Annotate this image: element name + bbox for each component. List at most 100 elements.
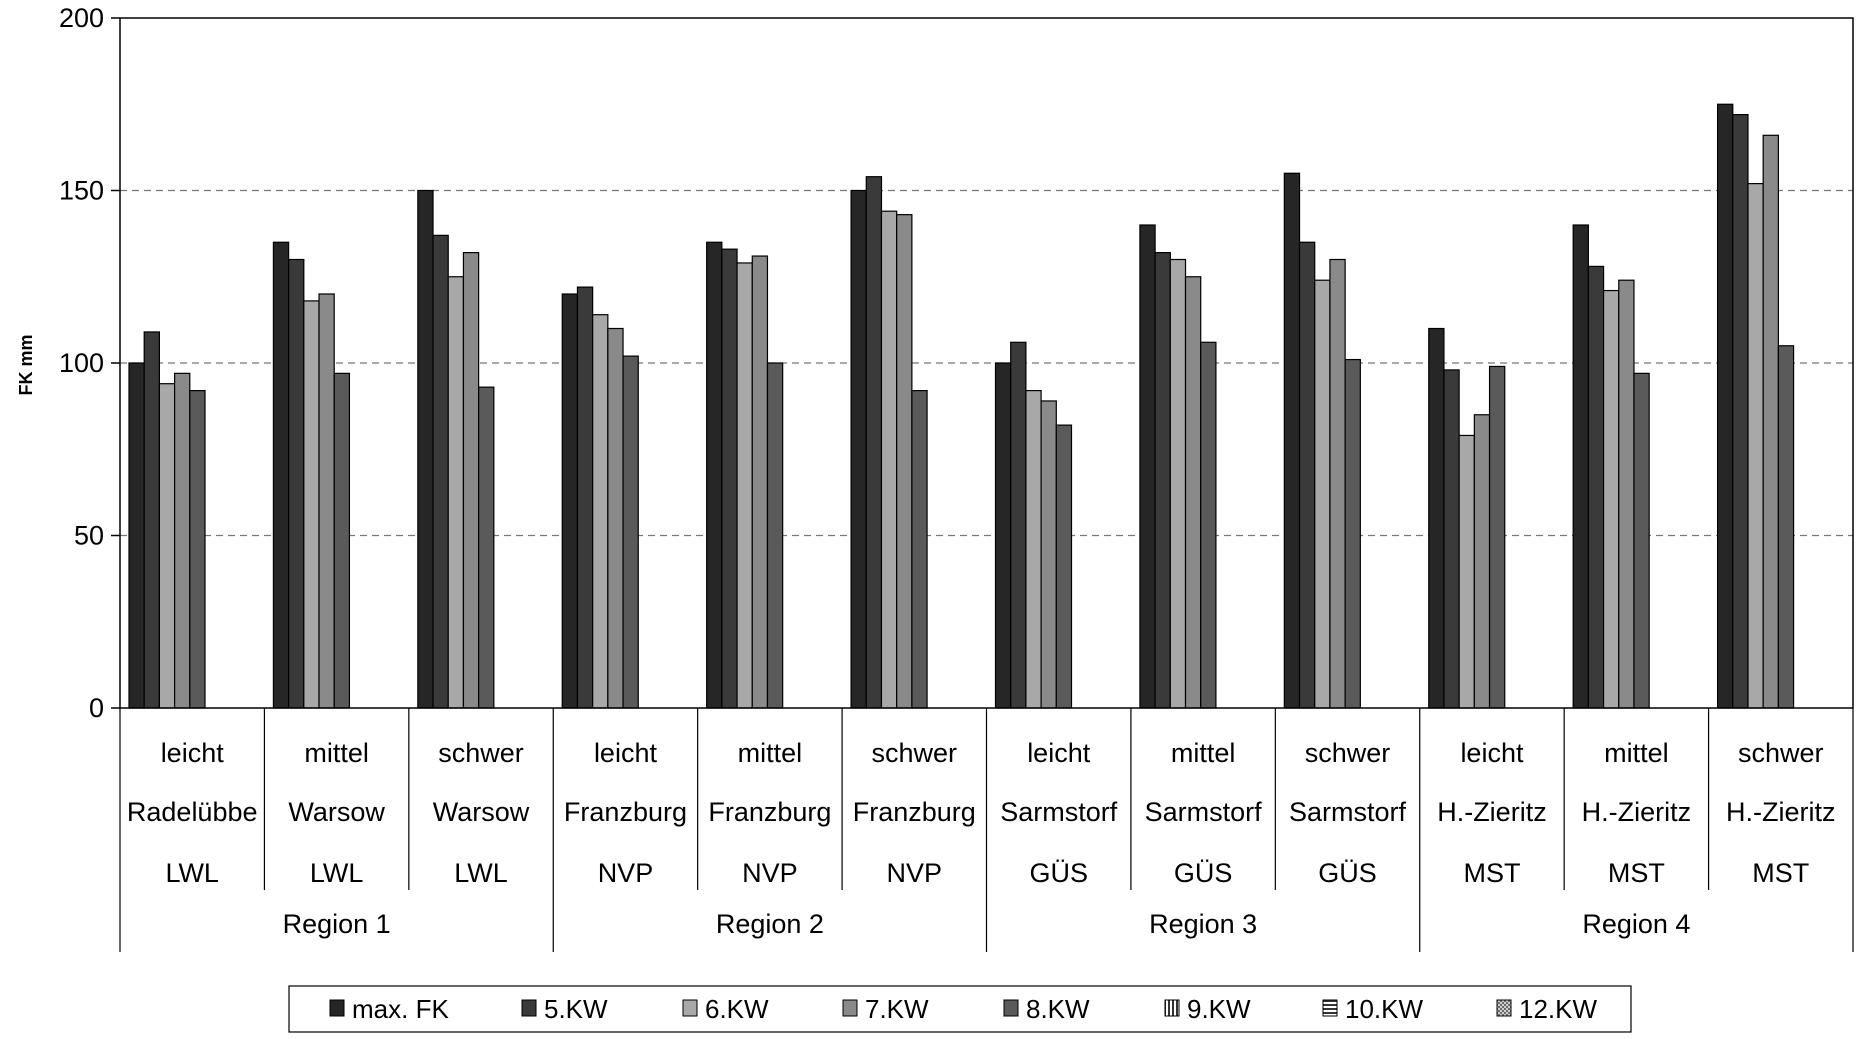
legend-box (288, 985, 1632, 1033)
region-label: Region 2 (716, 909, 824, 939)
gridlines (120, 189, 1853, 537)
bar (288, 258, 305, 709)
category-level1-label: mittel (1171, 738, 1236, 768)
bar (1473, 414, 1491, 709)
y-tick-label: 50 (74, 521, 104, 551)
bar (1732, 113, 1749, 709)
legend-swatch (842, 999, 858, 1017)
category-level2-label: Franzburg (853, 797, 976, 827)
bar (1154, 252, 1171, 709)
category-level2-label: Warsow (288, 797, 385, 827)
bar (143, 331, 160, 709)
bar (706, 241, 723, 709)
bar (1055, 424, 1073, 709)
bar (1716, 103, 1734, 709)
legend-swatch (1322, 999, 1338, 1017)
bar (721, 248, 738, 709)
category-level3-label: GÜS (1174, 858, 1233, 888)
y-tick-label: 150 (59, 176, 104, 206)
bar (736, 262, 753, 709)
category-level3-label: GÜS (1029, 858, 1088, 888)
bar (1200, 341, 1217, 709)
legend-entry-label: 5.KW (544, 994, 608, 1024)
category-level2-label: Sarmstorf (1289, 797, 1407, 827)
legend-entry-label: 6.KW (705, 994, 769, 1024)
bar (1169, 258, 1187, 709)
category-level3-label: MST (1608, 858, 1665, 888)
bar (189, 390, 206, 709)
category-level2-label: Sarmstorf (1000, 797, 1118, 827)
bar (128, 362, 145, 709)
legend-entry-label: max. FK (352, 994, 449, 1024)
bar (447, 276, 465, 709)
y-axis-label: FK mm (16, 334, 36, 395)
bar (318, 293, 335, 709)
category-level2-label: H.-Zieritz (1726, 797, 1836, 827)
category-level2-label: Franzburg (708, 797, 831, 827)
y-tick-label: 100 (59, 348, 104, 378)
category-level2-label: Radelübbe (127, 797, 258, 827)
category-level2-label: Warsow (433, 797, 530, 827)
bar (622, 355, 639, 709)
region-label: Region 3 (1149, 909, 1257, 939)
category-level3-label: NVP (598, 858, 654, 888)
bar (1298, 241, 1316, 709)
bar (911, 390, 928, 709)
bar (462, 252, 480, 709)
bar (1572, 224, 1589, 709)
bar (1747, 183, 1764, 709)
region-label: Region 1 (283, 909, 391, 939)
category-level3-label: NVP (742, 858, 798, 888)
bar (1283, 172, 1301, 709)
y-tick-label: 0 (89, 693, 104, 723)
category-level1-label: mittel (304, 738, 369, 768)
bar (1458, 434, 1475, 709)
legend-entry-label: 9.KW (1187, 994, 1251, 1024)
category-level3-label: MST (1463, 858, 1520, 888)
category-level3-label: NVP (887, 858, 943, 888)
bar (766, 362, 784, 709)
bar (1314, 279, 1331, 709)
category-level3-label: LWL (454, 858, 508, 888)
legend-entry-label: 10.KW (1345, 994, 1423, 1024)
category-level2-label: Sarmstorf (1145, 797, 1263, 827)
category-level2-label: Franzburg (564, 797, 687, 827)
legend-entry-label: 8.KW (1026, 994, 1090, 1024)
category-axis-labels: leicht Radelübbe LWL mittel Warsow LWL schwer W… (119, 708, 1854, 952)
category-level1-label: leicht (161, 738, 225, 768)
bar (592, 314, 609, 709)
bar (303, 300, 320, 709)
bar (1777, 345, 1795, 709)
bar (174, 372, 191, 709)
bar (576, 286, 594, 709)
bar (417, 189, 434, 709)
category-level1-label: leicht (594, 738, 658, 768)
bar (1762, 134, 1779, 709)
category-level1-label: leicht (1460, 738, 1524, 768)
bar (994, 362, 1012, 709)
category-level3-label: MST (1752, 858, 1809, 888)
category-level1-label: schwer (1305, 738, 1391, 768)
bar (1184, 276, 1202, 709)
bar (561, 293, 579, 709)
bar (1010, 341, 1027, 709)
bar (1618, 279, 1635, 709)
legend-swatch (329, 999, 345, 1017)
legend-swatch (1164, 999, 1180, 1017)
category-level1-label: schwer (872, 738, 958, 768)
category-level3-label: LWL (165, 858, 219, 888)
category-level1-label: schwer (1738, 738, 1824, 768)
legend-swatch (1496, 999, 1512, 1017)
region-label: Region 4 (1582, 909, 1690, 939)
category-level1-label: leicht (1027, 738, 1091, 768)
category-level1-label: schwer (438, 738, 524, 768)
bar (1025, 390, 1042, 709)
legend-swatch (1003, 999, 1019, 1017)
category-level3-label: GÜS (1318, 858, 1377, 888)
y-tick-label: 200 (59, 3, 104, 33)
bars (128, 103, 1795, 709)
category-level1-label: mittel (1604, 738, 1669, 768)
bar (896, 214, 913, 709)
bar (1040, 400, 1057, 709)
